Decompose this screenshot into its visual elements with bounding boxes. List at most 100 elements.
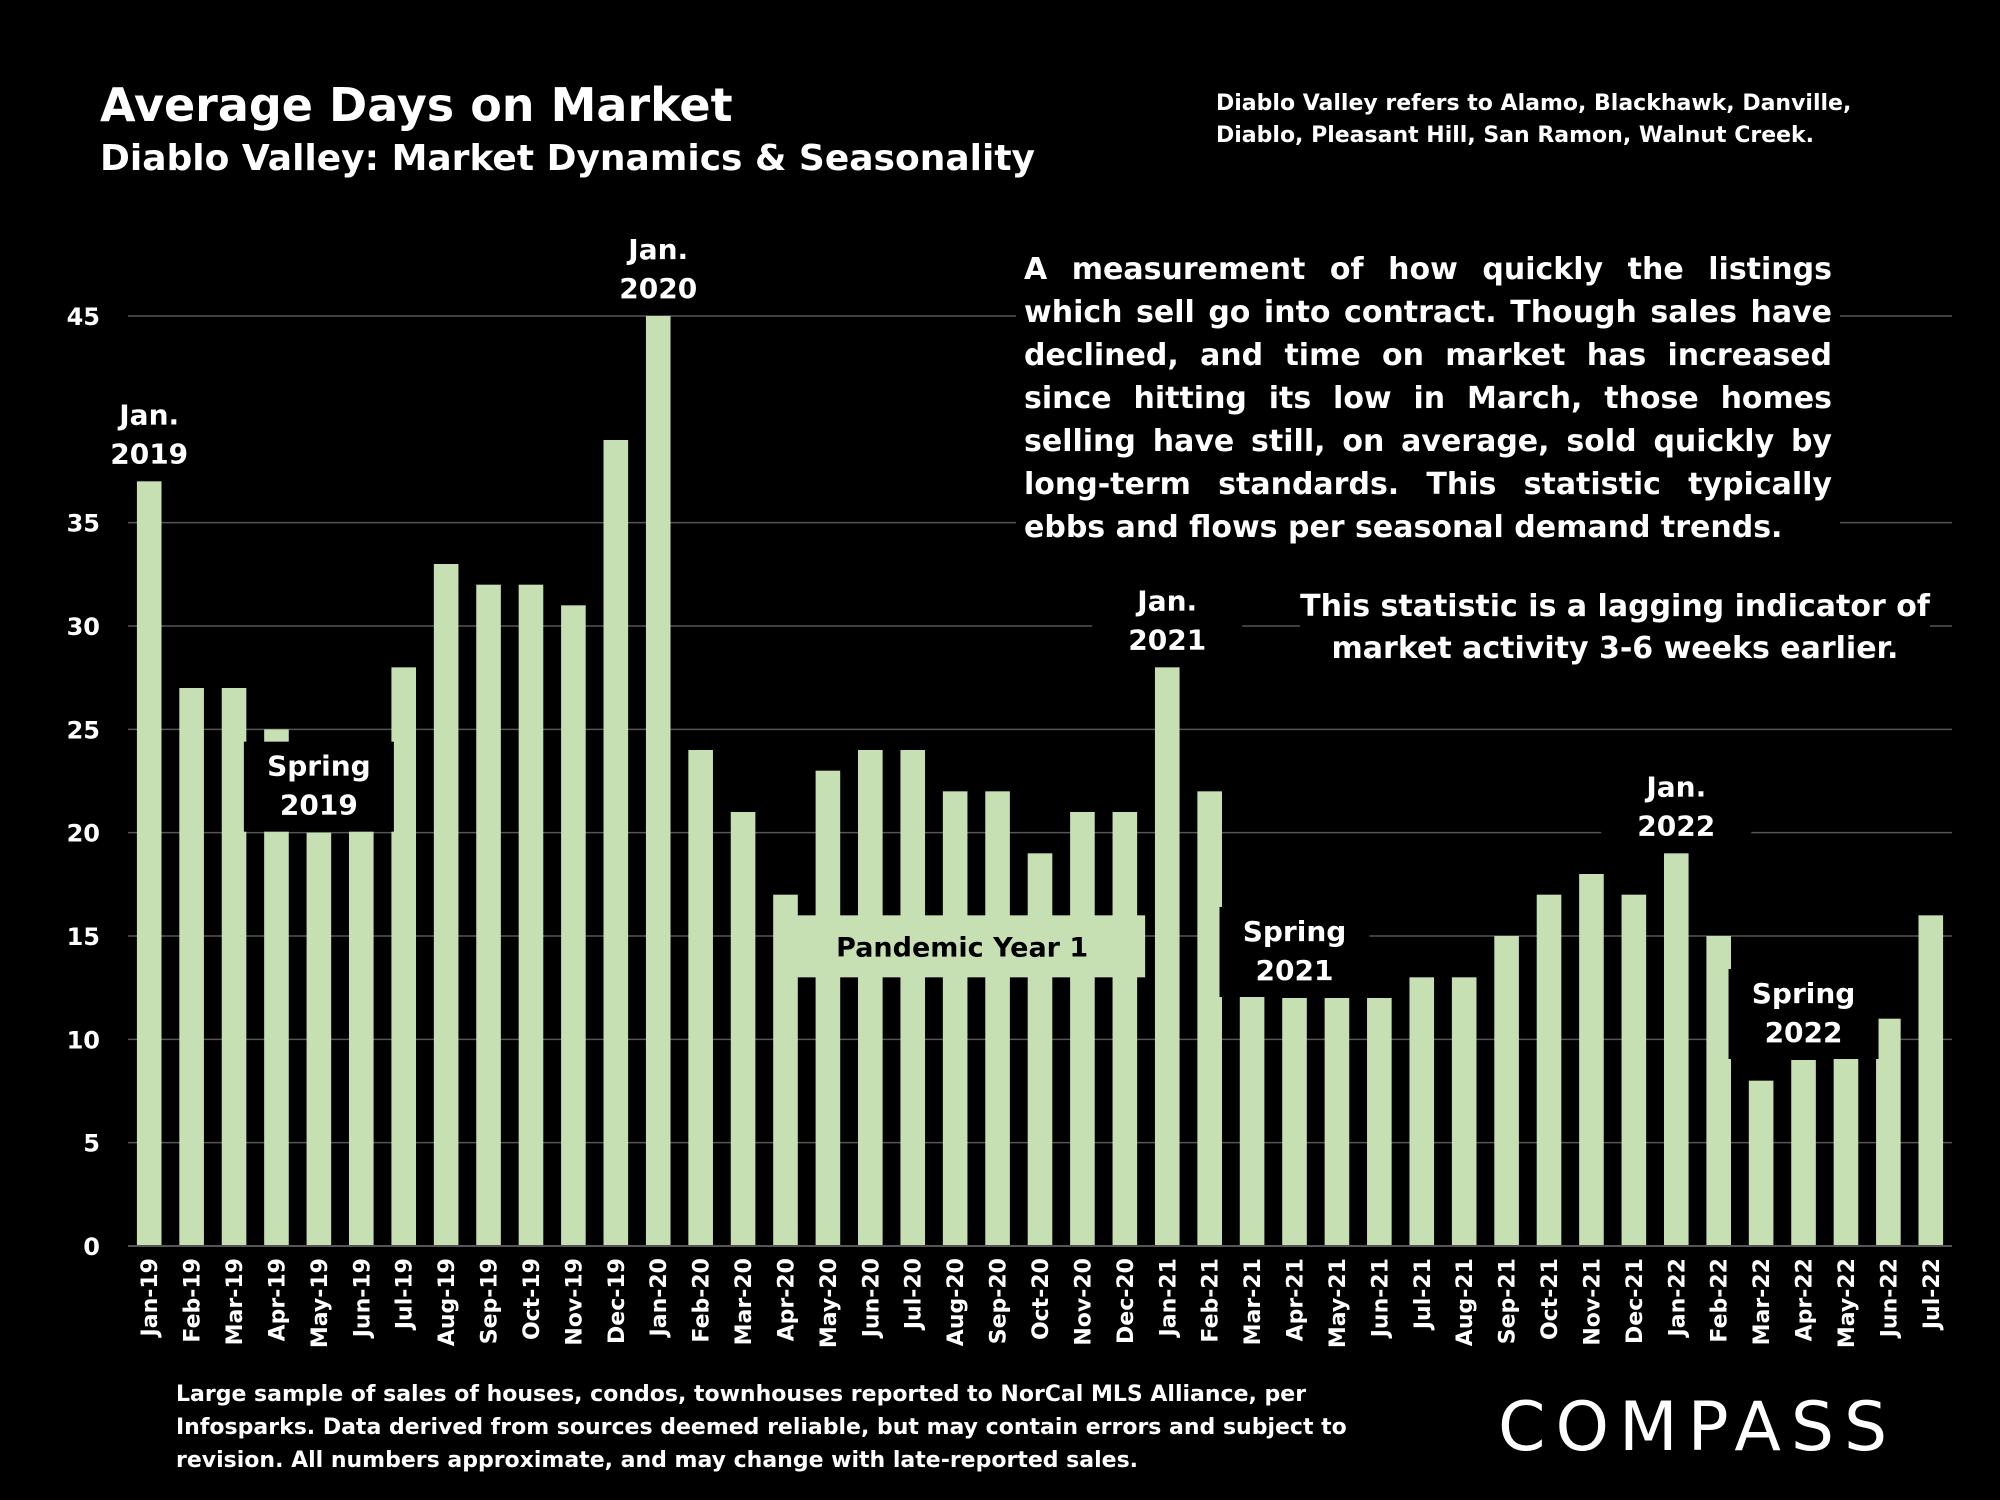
y-tick-label: 0 (83, 1233, 100, 1261)
x-tick-label: Jul-20 (902, 1258, 927, 1331)
x-tick-label: Jan-19 (138, 1258, 163, 1338)
y-axis-ticks: 0 5 10 15 20 25 30 35 45 (67, 303, 100, 1261)
bar (985, 791, 1010, 1246)
bar (730, 812, 756, 1246)
range-label-group: Pandemic Year 1 (779, 915, 1146, 978)
annotations: Jan. 2019 Spring 2019 Jan. 2020 Jan. 2021 Spring… (74, 225, 1879, 1059)
lag-note: This statistic is a lagging indicator of… (1300, 586, 1930, 670)
x-tick-label: Jan-21 (1156, 1258, 1181, 1338)
x-tick-label: May-22 (1835, 1258, 1860, 1348)
annotation-label: 2021 (1256, 954, 1334, 987)
x-tick-label: Dec-21 (1623, 1258, 1648, 1344)
source-footnote: Large sample of sales of houses, condos,… (176, 1382, 1347, 1473)
x-tick-label: Apr-21 (1284, 1258, 1309, 1341)
annotation-background (1601, 762, 1752, 853)
bar (1876, 1018, 1901, 1246)
bar (645, 316, 671, 1246)
bar (1070, 812, 1095, 1246)
bar (603, 440, 629, 1246)
x-tick-label: Nov-19 (562, 1258, 587, 1346)
chart-title: Average Days on Market (100, 78, 733, 132)
bar (942, 791, 968, 1246)
x-tick-label: Jul-22 (1920, 1258, 1945, 1331)
x-tick-label: Jul-19 (393, 1258, 418, 1331)
y-tick-label: 15 (67, 923, 100, 951)
bar (1536, 894, 1562, 1246)
bar (815, 770, 841, 1246)
bar (561, 605, 586, 1246)
chart-subtitle: Diablo Valley: Market Dynamics & Seasona… (100, 138, 1035, 179)
annotation-label: Jan. (117, 398, 179, 431)
annotation-label: Jan. (1644, 770, 1706, 803)
x-tick-label: Nov-21 (1580, 1258, 1605, 1346)
annotation-background (1728, 969, 1879, 1059)
y-tick-label: 35 (67, 510, 100, 538)
pandemic-label-box (779, 915, 1146, 978)
x-tick-label: Mar-19 (223, 1258, 248, 1345)
annotation-label: 2021 (1128, 623, 1206, 656)
bar (476, 584, 501, 1246)
bar (858, 750, 883, 1246)
x-tick-label: Feb-22 (1708, 1258, 1733, 1343)
x-tick-label: May-21 (1326, 1258, 1351, 1348)
bar (1748, 1080, 1774, 1246)
annotation-background (1092, 576, 1243, 667)
x-tick-label: Sep-21 (1496, 1258, 1521, 1344)
annotation-label: 2022 (1765, 1016, 1843, 1049)
description-text: A measurement of how quickly the listing… (1016, 248, 1840, 549)
bar (1154, 667, 1180, 1246)
x-tick-label: Jun-20 (859, 1258, 884, 1339)
x-tick-label: Jan-20 (647, 1258, 672, 1338)
bar (1324, 998, 1350, 1246)
bar (1494, 936, 1519, 1246)
bar (900, 750, 926, 1246)
annotation-label: Jan. (1135, 584, 1197, 617)
x-tick-label: May-20 (817, 1258, 842, 1348)
bar (518, 584, 544, 1246)
region-note: Diablo Valley refers to Alamo, Blackhawk… (1216, 91, 1852, 148)
bar (1451, 977, 1477, 1246)
annotation-label: 2019 (110, 437, 188, 470)
x-axis-ticks: Jan-19 Feb-19 Mar-19 Apr-19 May-19 Jun-19 Jul-… (138, 1258, 1945, 1348)
x-tick-label: Sep-19 (478, 1258, 503, 1344)
annotation-label: 2022 (1637, 809, 1715, 842)
x-tick-label: Dec-19 (605, 1258, 630, 1344)
bar (136, 481, 162, 1246)
bar (1918, 915, 1944, 1246)
bar (179, 688, 204, 1246)
annotation-background (74, 390, 225, 481)
x-tick-label: Jan-22 (1665, 1258, 1690, 1338)
annotation-label: 2020 (619, 272, 697, 305)
bars (136, 316, 1944, 1246)
x-tick-label: Mar-21 (1241, 1258, 1266, 1345)
y-tick-label: 30 (67, 613, 100, 641)
y-tick-label: 45 (67, 303, 100, 331)
x-tick-label: Mar-22 (1750, 1258, 1775, 1345)
x-tick-label: Dec-20 (1114, 1258, 1139, 1344)
x-tick-label: Jun-22 (1877, 1258, 1902, 1339)
bar (1367, 998, 1392, 1246)
x-tick-label: Nov-20 (1071, 1258, 1096, 1346)
x-tick-label: May-19 (308, 1258, 333, 1348)
bar (1239, 977, 1265, 1246)
bar (1791, 1060, 1816, 1246)
bar (221, 688, 247, 1246)
x-tick-label: Aug-20 (944, 1258, 969, 1346)
bar (1409, 977, 1435, 1246)
annotation-background (1219, 907, 1370, 997)
bar (1706, 936, 1731, 1246)
x-tick-label: Apr-22 (1793, 1258, 1818, 1341)
x-tick-label: Apr-20 (774, 1258, 799, 1341)
x-tick-label: Sep-20 (987, 1258, 1012, 1344)
y-tick-label: 25 (67, 716, 100, 744)
y-tick-label: 10 (67, 1026, 100, 1054)
bar (306, 832, 332, 1246)
bar (1197, 791, 1222, 1246)
x-tick-label: Oct-19 (520, 1258, 545, 1340)
bar (1282, 998, 1307, 1246)
x-tick-label: Feb-20 (690, 1258, 715, 1343)
annotation-background (583, 225, 734, 315)
compass-logo: COMPASS (1498, 1388, 1898, 1467)
x-tick-label: Jun-19 (350, 1258, 375, 1339)
